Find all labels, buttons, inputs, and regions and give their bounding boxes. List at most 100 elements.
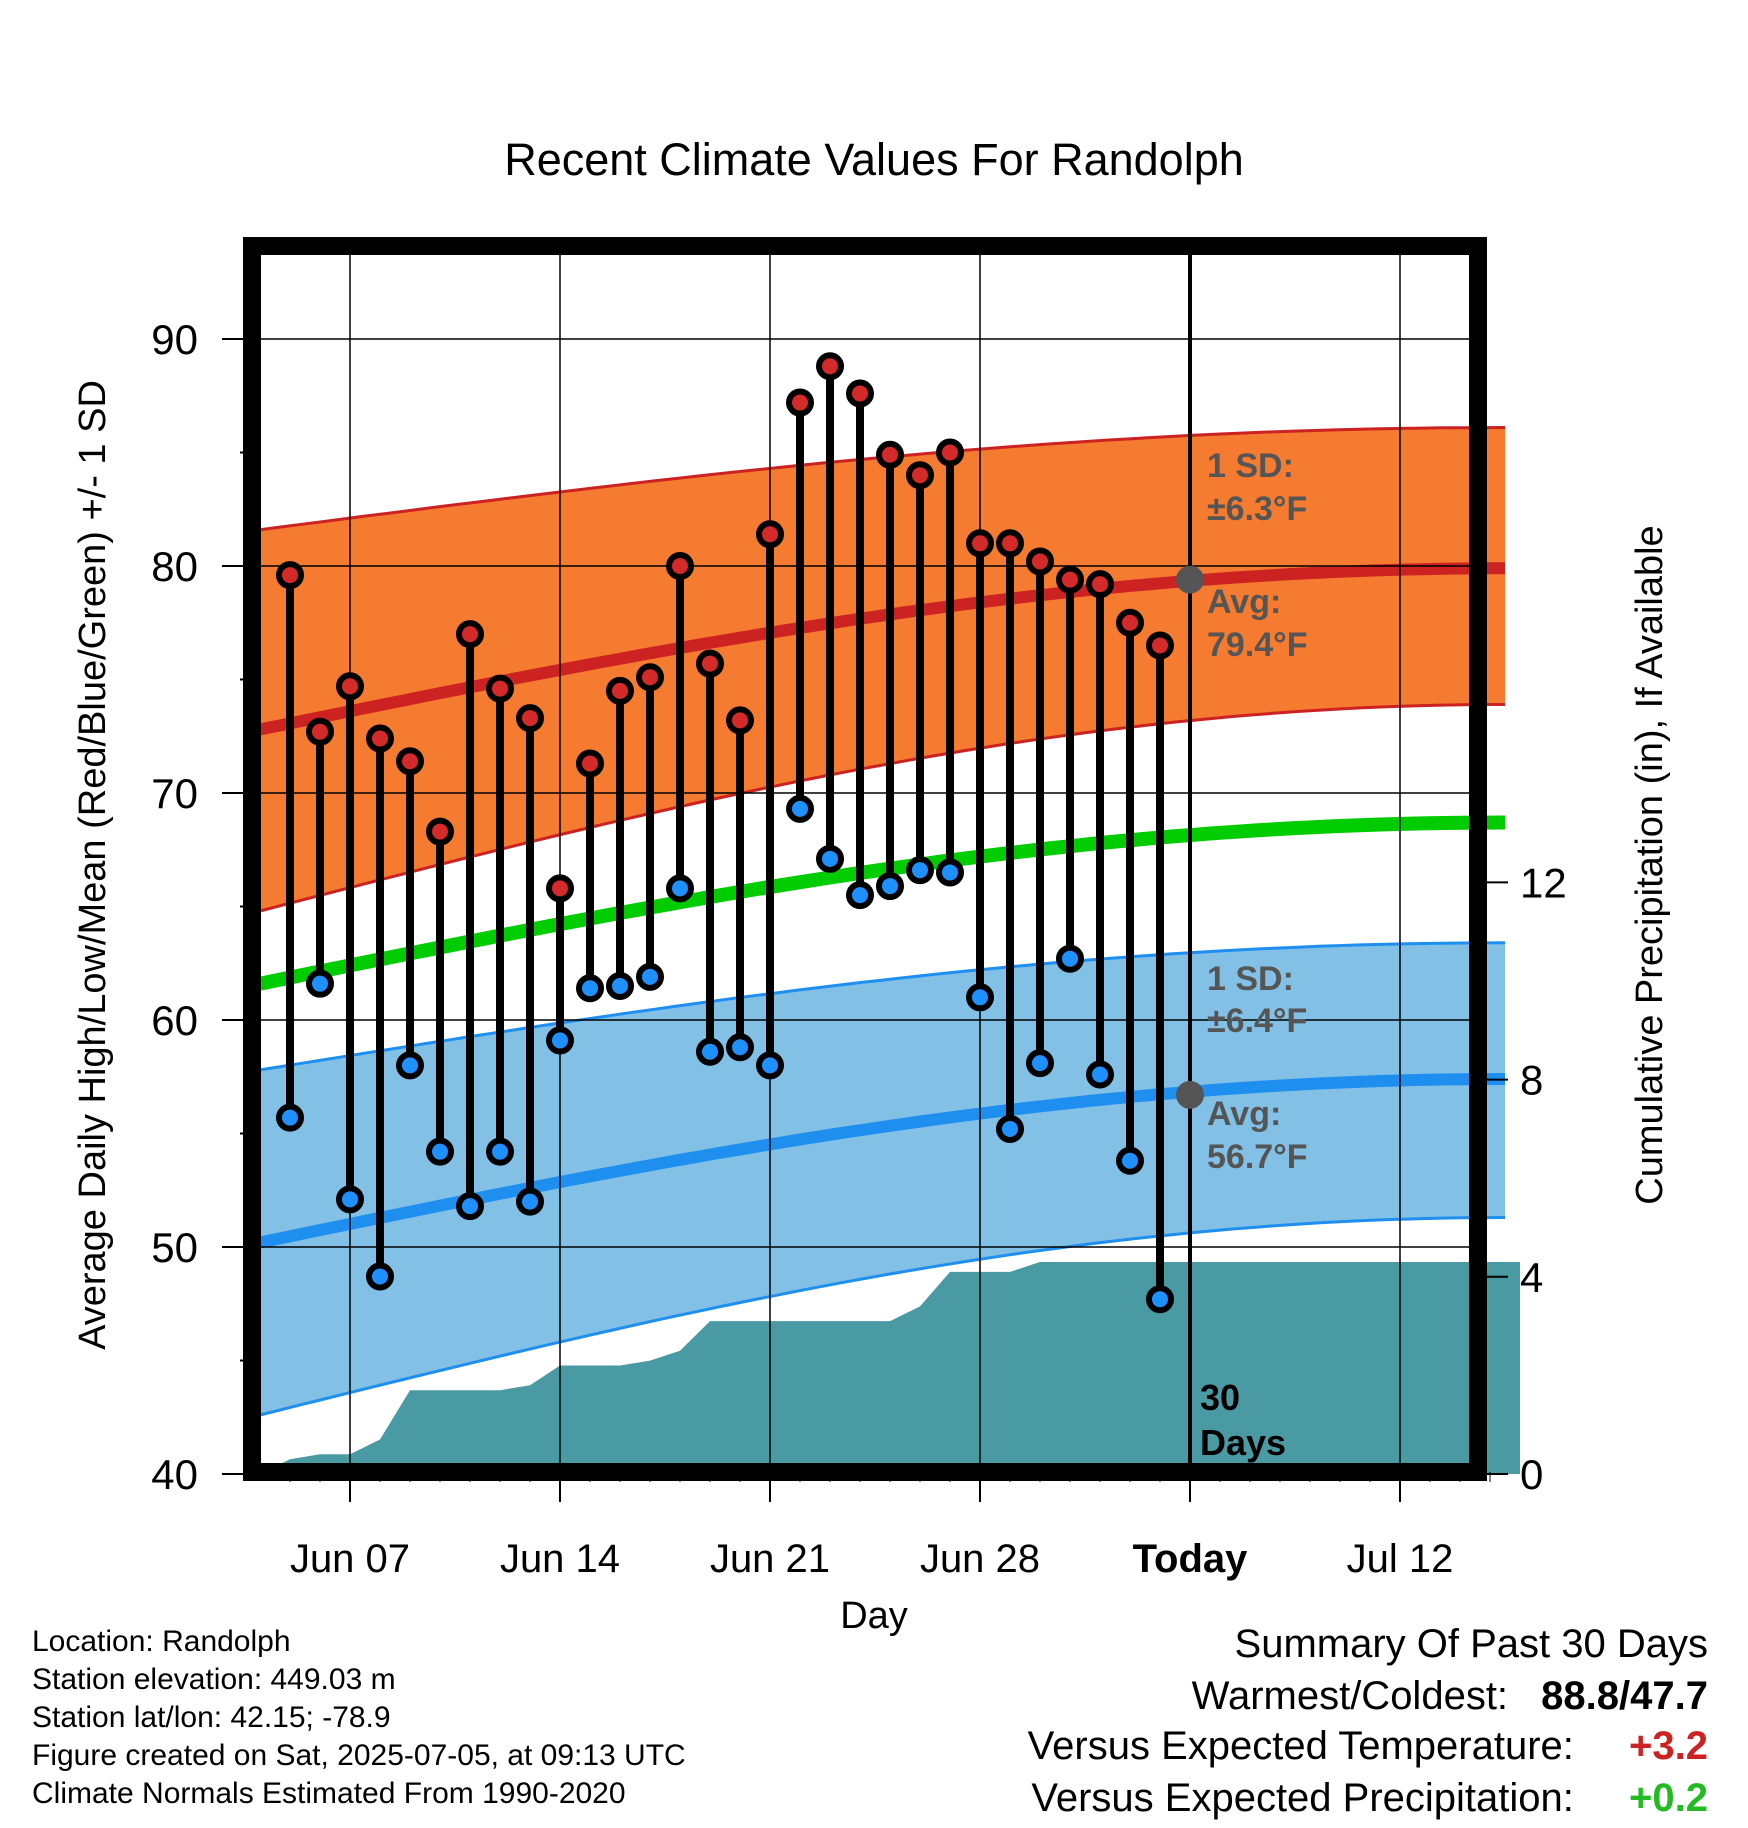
y-tick-label: 40: [151, 1451, 198, 1498]
daily-low-point: [726, 1033, 754, 1062]
x-tick-label: Jul 12: [1347, 1537, 1454, 1581]
y2-tick-label: 12: [1520, 859, 1567, 906]
y2-axis-label: Cumulative Precipitation (in), If Availa…: [1629, 525, 1671, 1204]
chart-title: Recent Climate Values For Randolph: [504, 134, 1244, 185]
daily-low-point: [366, 1262, 394, 1291]
daily-high-point: [966, 529, 994, 558]
daily-high-point: [396, 747, 424, 776]
info-location: Location: Randolph: [32, 1625, 291, 1658]
summary-title: Summary Of Past 30 Days: [1234, 1622, 1708, 1666]
x-tick-label: Jun 28: [920, 1537, 1040, 1581]
daily-high-point: [456, 620, 484, 649]
daily-high-point: [696, 649, 724, 678]
daily-low-point: [306, 969, 334, 998]
y-tick-label: 90: [151, 316, 198, 363]
daily-low-point: [816, 844, 844, 873]
y2-tick-label: 4: [1520, 1254, 1543, 1301]
low-sd-band: [260, 942, 1505, 1415]
daily-high-point: [1116, 608, 1144, 637]
daily-low-point: [1026, 1049, 1054, 1078]
low-avg-label: Avg:: [1207, 1095, 1281, 1133]
daily-high-point: [846, 379, 874, 408]
y2-tick-label: 8: [1520, 1057, 1543, 1104]
daily-low-point: [996, 1114, 1024, 1143]
daily-high-point: [1056, 565, 1084, 594]
daily-low-point: [606, 971, 634, 1000]
precip-value: +0.2: [1629, 1776, 1708, 1820]
precipitation-area: [260, 1262, 1520, 1474]
daily-low-point: [546, 1026, 574, 1055]
daily-high-point: [1146, 631, 1174, 660]
daily-low-point: [846, 881, 874, 910]
daily-high-point: [336, 672, 364, 701]
daily-low-point: [1116, 1146, 1144, 1175]
x-tick-label: Jun 07: [290, 1537, 410, 1581]
daily-low-point: [426, 1137, 454, 1166]
daily-low-point: [936, 858, 964, 887]
info-created: Figure created on Sat, 2025-07-05, at 09…: [32, 1739, 686, 1772]
daily-high-point: [486, 674, 514, 703]
plot-area: 1 SD: ±6.3°F Avg: 79.4°F 1 SD: ±6.4°F Avg: 56.7…: [151, 237, 1567, 1581]
daily-high-point: [606, 676, 634, 705]
daily-high-point: [786, 388, 814, 417]
info-normals: Climate Normals Estimated From 1990-2020: [32, 1777, 626, 1810]
today-low-avg-point: [1176, 1080, 1204, 1109]
daily-high-point: [276, 561, 304, 590]
y-tick-label: 80: [151, 543, 198, 590]
temp-value: +3.2: [1629, 1724, 1708, 1768]
high-sd-band: [260, 427, 1505, 911]
daily-low-point: [966, 983, 994, 1012]
daily-high-point: [636, 663, 664, 692]
info-elevation: Station elevation: 449.03 m: [32, 1663, 396, 1696]
precip-label: Versus Expected Precipitation:: [1031, 1776, 1574, 1820]
x-tick-label: Today: [1133, 1537, 1249, 1581]
daily-high-point: [1026, 547, 1054, 576]
daily-high-point: [726, 706, 754, 735]
x-tick-label: Jun 14: [500, 1537, 620, 1581]
daily-low-point: [456, 1192, 484, 1221]
daily-low-point: [576, 974, 604, 1003]
y-axis-label: Average Daily High/Low/Mean (Red/Blue/Gr…: [72, 380, 114, 1350]
daily-low-point: [276, 1103, 304, 1132]
days-word-label: Days: [1200, 1422, 1286, 1463]
x-tick-label: Jun 21: [710, 1537, 830, 1581]
y2-tick-label: 0: [1520, 1451, 1543, 1498]
info-latlon: Station lat/lon: 42.15; -78.9: [32, 1701, 391, 1734]
daily-low-point: [1146, 1285, 1174, 1314]
daily-low-point: [906, 856, 934, 885]
daily-high-point: [936, 438, 964, 467]
daily-high-point: [666, 552, 694, 580]
daily-low-point: [696, 1037, 724, 1066]
daily-low-point: [486, 1137, 514, 1166]
low-sd-value: ±6.4°F: [1207, 1002, 1307, 1040]
summary-temp: Versus Expected Temperature: +3.2: [1028, 1724, 1708, 1769]
daily-high-point: [816, 352, 844, 381]
y-tick-label: 60: [151, 997, 198, 1044]
daily-low-point: [756, 1051, 784, 1080]
daily-high-point: [576, 749, 604, 778]
daily-high-point: [996, 529, 1024, 558]
low-sd-label: 1 SD:: [1207, 960, 1294, 998]
daily-high-point: [306, 717, 334, 746]
plot-frame: [243, 237, 1487, 1481]
x-axis-label: Day: [840, 1595, 908, 1637]
summary-precip: Versus Expected Precipitation: +0.2: [1031, 1776, 1708, 1821]
y-tick-label: 50: [151, 1224, 198, 1271]
y-tick-label: 70: [151, 770, 198, 817]
daily-high-point: [906, 461, 934, 490]
high-avg-value: 79.4°F: [1207, 626, 1308, 664]
daily-low-point: [1056, 944, 1084, 973]
daily-low-point: [396, 1051, 424, 1080]
high-avg-label: Avg:: [1207, 583, 1281, 621]
today-high-avg-point: [1176, 565, 1204, 594]
daily-high-point: [876, 440, 904, 469]
summary-warm-cold: Warmest/Coldest: 88.8/47.7: [1192, 1674, 1708, 1719]
high-sd-label: 1 SD:: [1207, 447, 1294, 485]
high-sd-value: ±6.3°F: [1207, 490, 1307, 528]
daily-low-point: [786, 794, 814, 823]
daily-high-point: [546, 874, 574, 903]
temp-label: Versus Expected Temperature:: [1027, 1724, 1574, 1768]
daily-high-point: [756, 520, 784, 549]
daily-high-point: [366, 724, 394, 753]
